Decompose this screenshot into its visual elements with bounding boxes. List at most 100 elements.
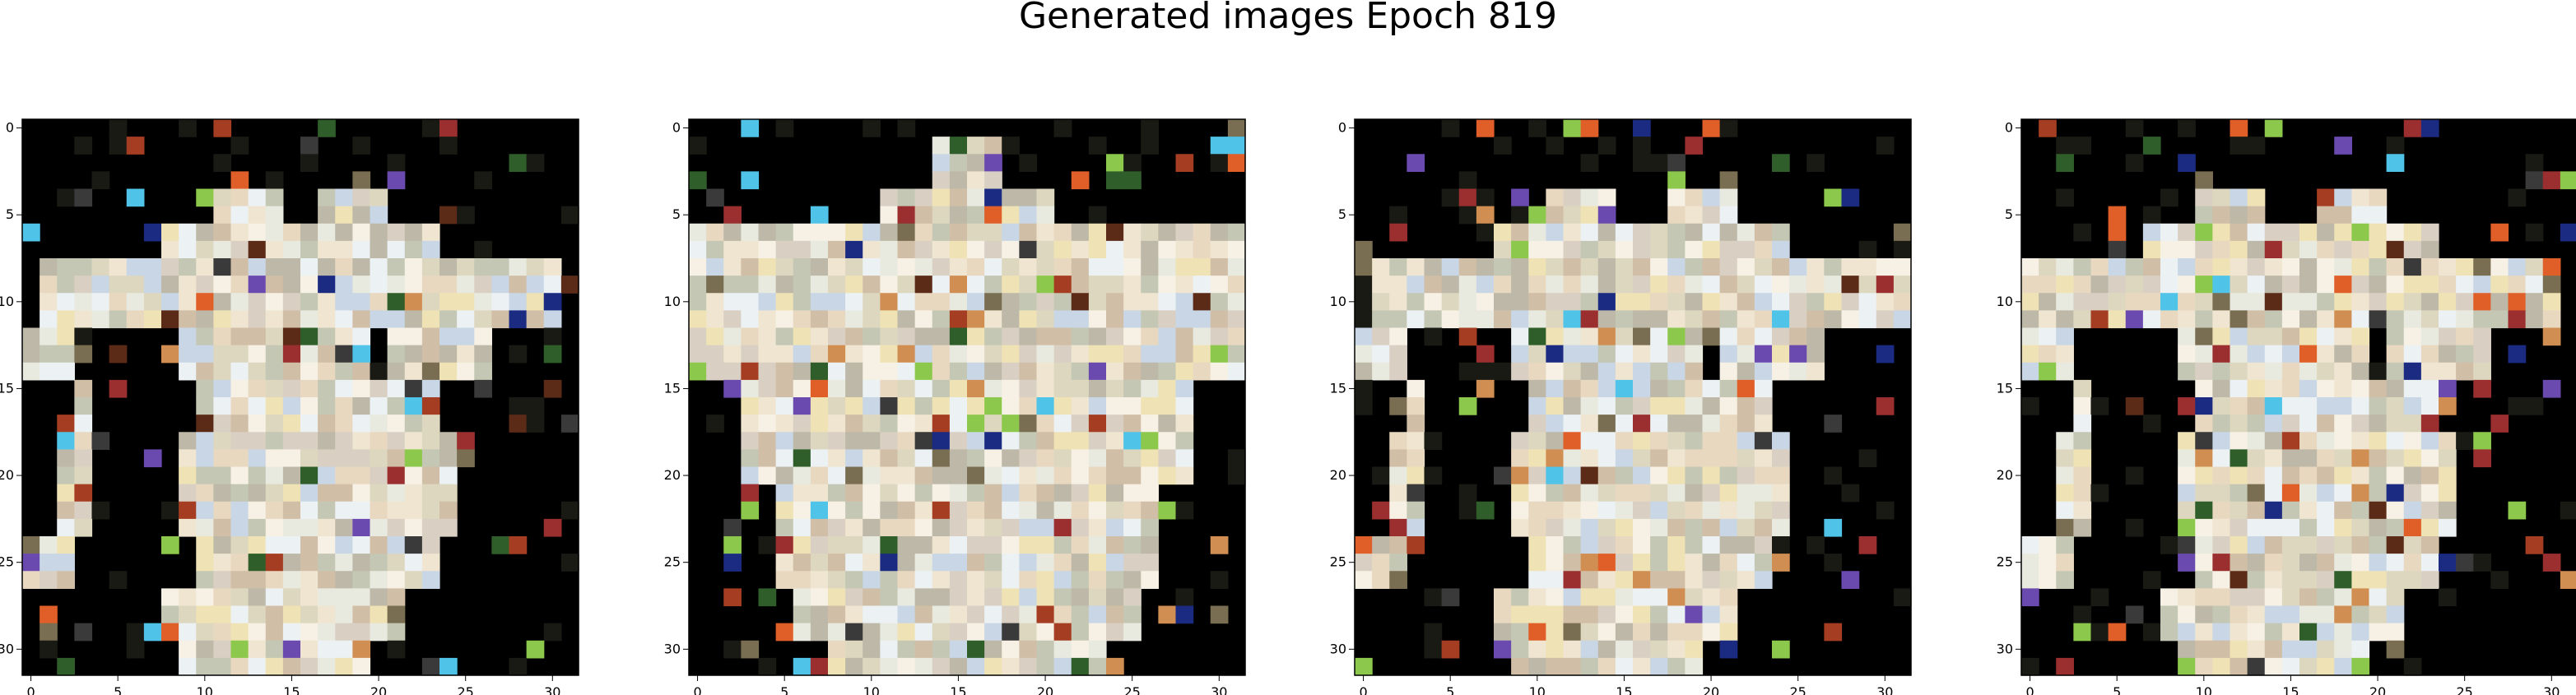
image-pixel: [2212, 449, 2231, 468]
image-pixel: [2230, 276, 2248, 294]
image-pixel: [1141, 432, 1159, 450]
image-pixel: [1528, 293, 1546, 311]
image-pixel: [196, 415, 214, 433]
image-pixel: [300, 518, 319, 537]
image-pixel: [1580, 432, 1599, 450]
image-pixel: [74, 345, 93, 364]
image-pixel: [1511, 258, 1529, 276]
image-pixel: [2490, 571, 2509, 589]
image-pixel: [335, 640, 353, 659]
image-pixel: [300, 501, 319, 520]
image-pixel: [1719, 432, 1738, 450]
image-pixel: [1737, 276, 1755, 294]
image-pixel: [300, 362, 319, 381]
image-pixel: [1036, 310, 1055, 329]
image-pixel: [2195, 206, 2213, 225]
image-pixel: [404, 327, 423, 346]
image-pixel: [914, 501, 933, 520]
image-pixel: [2039, 293, 2057, 311]
image-pixel: [2039, 345, 2057, 364]
image-pixel: [1123, 518, 1142, 537]
image-pixel: [897, 501, 916, 520]
image-pixel: [57, 657, 75, 676]
image-pixel: [370, 397, 388, 415]
image-pixel: [1667, 379, 1686, 398]
x-tick-label: 25: [1124, 684, 1141, 695]
image-pixel: [126, 640, 145, 659]
y-tick-label: 20: [1330, 467, 1346, 483]
image-pixel: [2264, 657, 2283, 676]
image-pixel: [967, 171, 985, 190]
image-pixel: [1633, 240, 1651, 259]
image-pixel: [1858, 276, 1877, 294]
image-pixel: [248, 188, 267, 207]
image-pixel: [2195, 310, 2213, 329]
image-pixel: [439, 432, 458, 450]
image-pixel: [2178, 310, 2196, 329]
image-pixel: [1036, 449, 1055, 468]
image-pixel: [1772, 536, 1790, 554]
image-pixel: [2351, 379, 2370, 398]
x-tick-label: 10: [863, 684, 880, 695]
image-pixel: [1546, 571, 1565, 589]
image-pixel: [1036, 276, 1055, 294]
image-pixel: [1002, 657, 1020, 676]
image-pixel: [828, 501, 846, 520]
image-pixel: [1158, 345, 1177, 364]
image-pixel: [387, 345, 406, 364]
image-pixel: [2195, 640, 2213, 659]
image-pixel: [1580, 501, 1599, 520]
image-pixel: [845, 449, 863, 468]
image-pixel: [775, 432, 794, 450]
image-pixel: [1650, 223, 1668, 242]
image-pixel: [2230, 345, 2248, 364]
y-tick-label: 5: [672, 206, 681, 222]
image-pixel: [318, 240, 336, 259]
image-pixel: [2403, 293, 2422, 311]
image-pixel: [2299, 345, 2318, 364]
image-pixel: [723, 640, 742, 659]
image-pixel: [213, 518, 232, 537]
image-pixel: [230, 501, 249, 520]
image-pixel: [1123, 501, 1142, 520]
image-pixel: [2247, 536, 2266, 554]
image-pixel: [2247, 240, 2266, 259]
image-pixel: [1458, 310, 1477, 329]
image-pixel: [213, 501, 232, 520]
image-pixel: [1528, 379, 1546, 398]
image-pixel: [1424, 310, 1443, 329]
image-pixel: [387, 554, 406, 572]
image-pixel: [1088, 466, 1107, 485]
image-pixel: [2386, 623, 2405, 642]
image-pixel: [1597, 466, 1616, 485]
image-pixel: [2317, 605, 2335, 624]
image-pixel: [1580, 484, 1599, 503]
image-pixel: [1667, 276, 1686, 294]
image-pixel: [2212, 640, 2231, 659]
image-pixel: [1210, 137, 1229, 155]
image-pixel: [967, 623, 985, 642]
image-pixel: [1806, 293, 1825, 311]
image-pixel: [949, 345, 968, 364]
image-pixel: [352, 137, 371, 155]
image-pixel: [248, 415, 267, 433]
image-pixel: [2420, 571, 2439, 589]
image-pixel: [265, 501, 284, 520]
image-pixel: [509, 397, 528, 415]
image-pixel: [741, 310, 760, 329]
image-pixel: [2420, 484, 2439, 503]
image-pixel: [1175, 397, 1194, 415]
image-pixel: [1650, 327, 1668, 346]
image-pixel: [1355, 362, 1373, 381]
image-pixel: [1597, 640, 1616, 659]
image-pixel: [265, 415, 284, 433]
image-pixel: [967, 258, 985, 276]
image-pixel: [370, 188, 388, 207]
image-pixel: [40, 276, 58, 294]
image-pixel: [1597, 379, 1616, 398]
image-pixel: [723, 345, 742, 364]
image-pixel: [984, 258, 1002, 276]
image-pixel: [491, 310, 510, 329]
axes-frame: [1354, 118, 1912, 676]
image-pixel: [474, 240, 492, 259]
